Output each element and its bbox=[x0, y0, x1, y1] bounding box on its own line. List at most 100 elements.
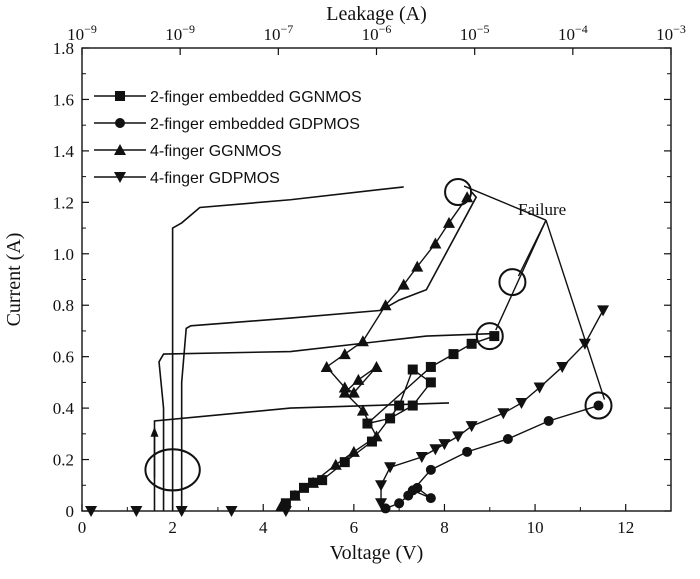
triangle-up-marker bbox=[347, 445, 360, 457]
square-marker bbox=[489, 331, 500, 342]
leakage-curve bbox=[158, 332, 495, 511]
circle-marker bbox=[115, 118, 125, 128]
x-tick-label: 0 bbox=[78, 518, 87, 537]
triangle-up-marker bbox=[442, 216, 455, 228]
failure-markers bbox=[444, 178, 613, 420]
triangle-down-marker bbox=[415, 451, 428, 463]
x-tick-label: 10 bbox=[527, 518, 544, 537]
triangle-down-marker bbox=[578, 338, 591, 350]
square-marker bbox=[385, 413, 396, 424]
failure-pointer bbox=[517, 219, 547, 277]
triangle-up-marker bbox=[370, 360, 383, 372]
failure-annotation: Failure bbox=[518, 200, 566, 219]
failure-circle bbox=[475, 322, 504, 351]
x-axis-label: Voltage (V) bbox=[330, 542, 424, 564]
square-marker bbox=[425, 377, 436, 388]
triangle-down-marker bbox=[556, 361, 569, 373]
triangle-up-marker bbox=[379, 299, 392, 311]
triangle-down-marker bbox=[384, 462, 397, 474]
series-triangle-down bbox=[375, 305, 610, 510]
y-tick-label: 1.4 bbox=[53, 142, 75, 161]
x2-tick-label: 10−6 bbox=[362, 22, 392, 44]
triangle-down-marker bbox=[85, 506, 98, 517]
triangle-up-marker bbox=[114, 144, 126, 155]
square-marker bbox=[362, 418, 373, 429]
y-tick-label: 1.6 bbox=[53, 90, 74, 109]
square-marker bbox=[339, 457, 350, 468]
square-marker bbox=[366, 436, 377, 447]
triangle-down-marker bbox=[175, 506, 188, 517]
legend-label: 4-finger GDPMOS bbox=[150, 170, 280, 187]
square-marker bbox=[466, 338, 477, 349]
triangle-down-marker bbox=[438, 439, 451, 451]
x-tick-label: 8 bbox=[440, 518, 449, 537]
circle-marker bbox=[407, 485, 418, 496]
triangle-down-marker bbox=[375, 480, 388, 492]
legend-label: 2-finger embedded GGNMOS bbox=[150, 89, 362, 106]
triangle-up-marker bbox=[329, 458, 342, 470]
legend-item: 2-finger embedded GDPMOS bbox=[94, 116, 360, 133]
x-tick-label: 2 bbox=[168, 518, 177, 537]
series-line bbox=[280, 196, 468, 507]
triangle-up-marker bbox=[288, 489, 301, 501]
triangle-up-marker bbox=[352, 373, 365, 385]
y-tick-label: 1.8 bbox=[53, 39, 74, 58]
leakage-ellipse bbox=[144, 448, 201, 492]
circle-marker bbox=[502, 433, 513, 444]
square-marker bbox=[448, 349, 459, 360]
y-tick-label: 1.0 bbox=[53, 245, 74, 264]
y-tick-label: 0.2 bbox=[53, 451, 74, 470]
y-tick-label: 1.2 bbox=[53, 193, 74, 212]
y-tick-label: 0.4 bbox=[53, 399, 75, 418]
legend: 2-finger embedded GGNMOS 2-finger embedde… bbox=[94, 89, 362, 187]
leakage-curve bbox=[171, 186, 404, 511]
square-marker bbox=[299, 482, 310, 493]
y-tick-label: 0.8 bbox=[53, 296, 74, 315]
triangle-down-marker bbox=[375, 498, 388, 510]
failure-pointer bbox=[463, 185, 547, 221]
legend-item: 2-finger embedded GGNMOS bbox=[94, 89, 362, 106]
circle-marker bbox=[380, 503, 391, 514]
square-marker bbox=[425, 361, 436, 372]
x-tick-label: 12 bbox=[617, 518, 634, 537]
triangle-up-marker bbox=[320, 360, 333, 372]
failure-circle bbox=[584, 391, 613, 420]
legend-item: 4-finger GGNMOS bbox=[94, 143, 282, 160]
square-marker bbox=[407, 400, 418, 411]
leakage-curve bbox=[153, 402, 450, 511]
x2-tick-label: 10−9 bbox=[165, 22, 195, 44]
triangle-down-marker bbox=[225, 506, 238, 517]
legend-item: 4-finger GDPMOS bbox=[94, 170, 280, 187]
y-axis-label: Current (A) bbox=[3, 233, 25, 327]
triangle-down-marker bbox=[114, 172, 126, 183]
x2-tick-label: 10−3 bbox=[656, 22, 686, 44]
circle-marker bbox=[462, 446, 473, 457]
square-marker bbox=[407, 364, 418, 375]
arrow-head-icon bbox=[150, 426, 159, 437]
circle-marker bbox=[425, 464, 436, 475]
square-marker bbox=[394, 400, 405, 411]
failure-circle bbox=[444, 178, 473, 207]
triangle-up-marker bbox=[338, 348, 351, 360]
triangle-down-marker bbox=[279, 506, 292, 517]
x-tick-label: 6 bbox=[350, 518, 359, 537]
x-tick-label: 4 bbox=[259, 518, 268, 537]
triangle-up-marker bbox=[347, 386, 360, 398]
series-line bbox=[385, 404, 599, 510]
y-tick-label: 0 bbox=[66, 502, 75, 521]
axis-ticks: 0 2 4 6 8 10 1200.20.40.60.81.01.21.41.61.810−… bbox=[53, 22, 686, 537]
square-marker bbox=[115, 91, 125, 101]
triangle-up-marker bbox=[307, 476, 320, 488]
circle-marker bbox=[425, 493, 436, 504]
x2-tick-label: 10−4 bbox=[558, 22, 588, 44]
triangle-up-marker bbox=[356, 335, 369, 347]
triangle-down-marker bbox=[597, 305, 610, 317]
x2-tick-label: 10−9 bbox=[67, 22, 97, 44]
leakage-curves bbox=[144, 186, 495, 511]
triangle-up-marker bbox=[429, 237, 442, 249]
triangle-down-marker bbox=[515, 397, 528, 409]
triangle-up-marker bbox=[338, 381, 351, 393]
legend-label: 2-finger embedded GDPMOS bbox=[150, 116, 360, 133]
triangle-down-marker bbox=[465, 421, 478, 433]
